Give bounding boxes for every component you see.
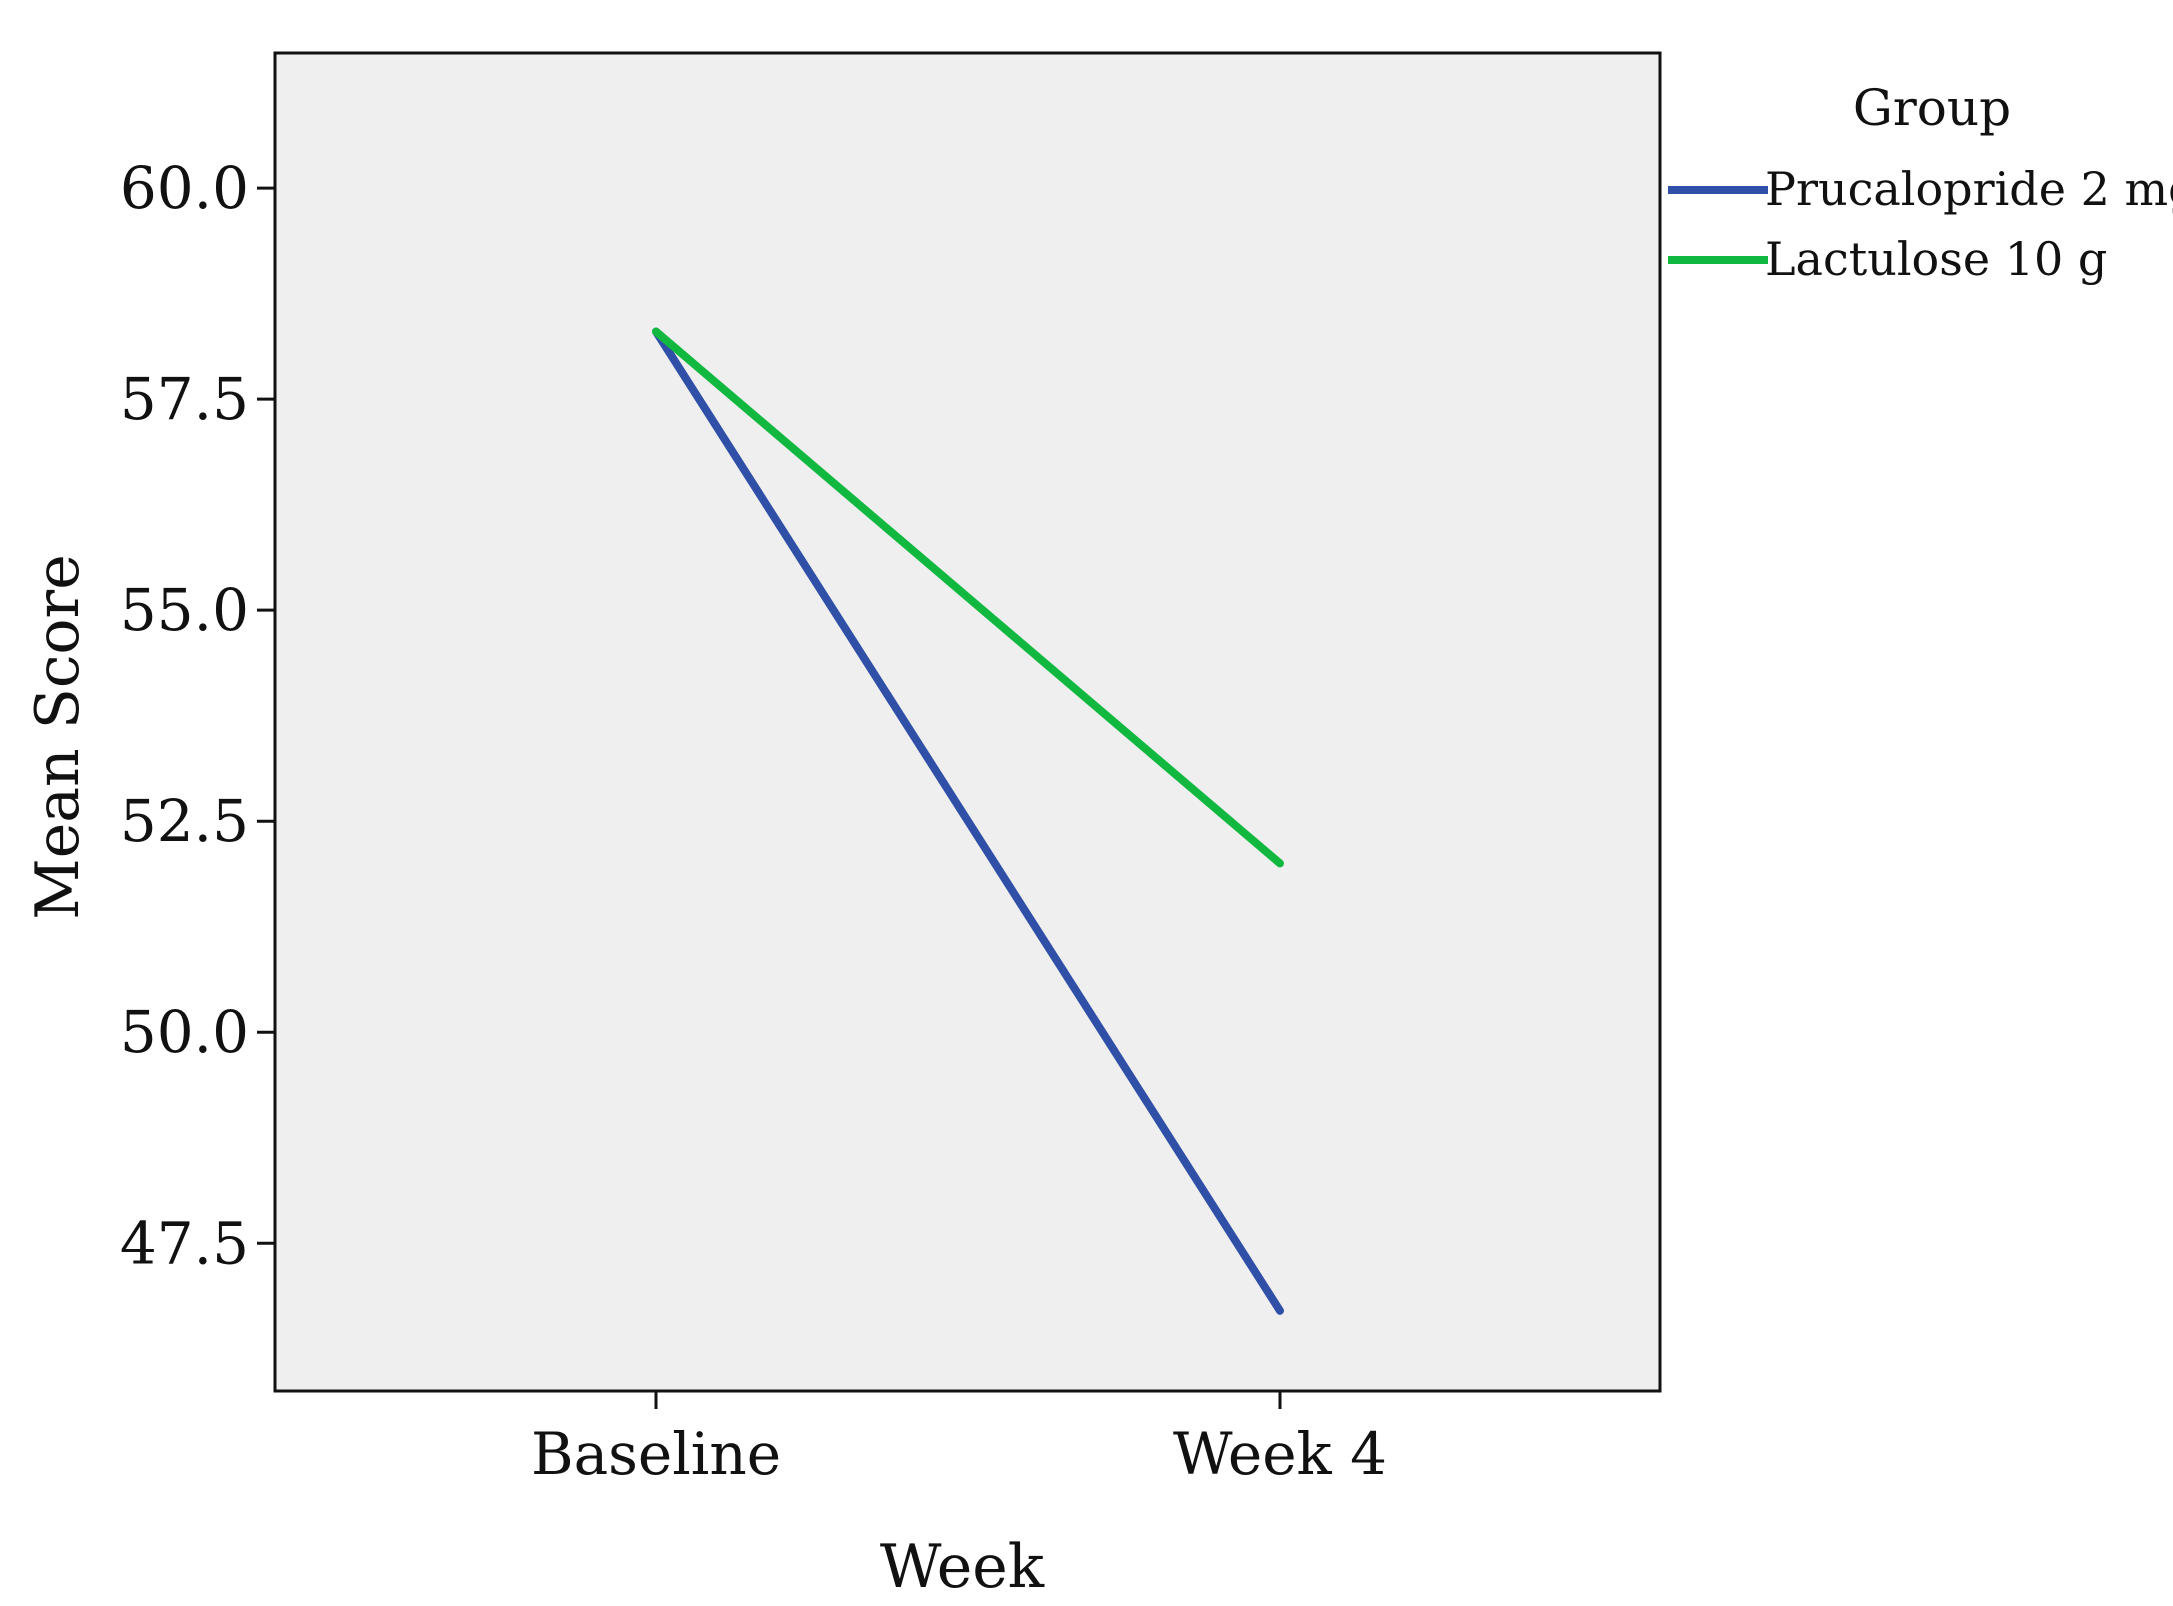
y-tick-label: 52.5 [120, 787, 249, 855]
y-axis: 47.5 50.0 52.5 55.0 57.5 60.0 [120, 154, 275, 1277]
series-layer [652, 327, 1284, 1315]
y-tick-label: 55.0 [120, 576, 249, 644]
x-axis-title: Week [880, 1532, 1045, 1602]
y-tick-label: 47.5 [120, 1209, 249, 1277]
plot-area [273, 51, 1662, 1393]
y-axis-title: Mean Score [23, 554, 93, 919]
legend: Group Prucalopride 2 mg Lactulose 10 g [1668, 79, 2173, 286]
y-tick-label: 50.0 [120, 998, 249, 1066]
x-tick-label: Week 4 [1173, 1420, 1387, 1488]
x-tick-label: Baseline [531, 1420, 781, 1488]
x-axis: Baseline Week 4 [531, 1391, 1387, 1488]
y-tick-label: 57.5 [120, 365, 249, 433]
legend-label-0: Prucalopride 2 mg [1765, 162, 2173, 216]
legend-title: Group [1853, 79, 2011, 137]
series-line-0 [652, 327, 1284, 1315]
y-tick-label: 60.0 [120, 154, 249, 222]
series-line-1 [652, 327, 1284, 868]
legend-label-1: Lactulose 10 g [1765, 232, 2107, 286]
